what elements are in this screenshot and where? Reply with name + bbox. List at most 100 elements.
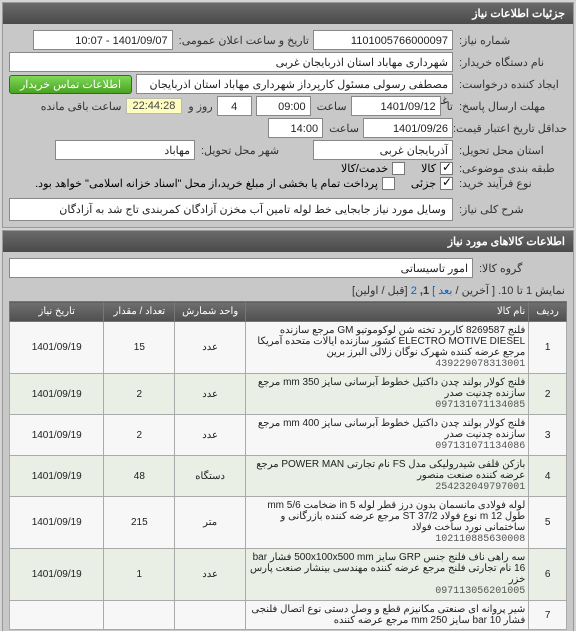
cell-unit: عدد: [175, 415, 246, 456]
city-label: شهر محل تحویل:: [199, 144, 309, 157]
reply-deadline-label: مهلت ارسال پاسخ:: [457, 100, 567, 113]
details-panel-header: جزئیات اطلاعات نیاز: [3, 3, 573, 24]
goods-checkbox-wrap[interactable]: کالا: [421, 162, 453, 175]
goods-checkbox[interactable]: [440, 162, 453, 175]
items-panel: اطلاعات کالاهای مورد نیاز گروه کالا: امو…: [2, 230, 574, 631]
cell-unit: عدد: [175, 549, 246, 601]
goods-checkbox-label: کالا: [421, 162, 436, 175]
cell-name: لوله فولادی مانسمان بدون درز قطر لوله in…: [246, 497, 529, 549]
table-row: 4بازکن قلفی شیدرولیکی مدل FS نام تجارتی …: [10, 456, 567, 497]
reply-time: 09:00: [256, 96, 311, 116]
islamic-note: پرداخت تمام یا بخشی از مبلغ خرید،از محل …: [35, 177, 378, 190]
partial-checkbox[interactable]: [440, 177, 453, 190]
contact-buyer-button[interactable]: اطلاعات تماس خریدار: [9, 75, 132, 94]
pager-prefix: نمایش 1 تا 10.: [498, 285, 565, 297]
cell-unit: دستگاه: [175, 456, 246, 497]
province-value: آذربایجان غربی: [313, 140, 453, 160]
cell-qty: 15: [104, 322, 175, 374]
cell-idx: 5: [529, 497, 567, 549]
cell-date: 1401/09/19: [10, 374, 104, 415]
pager: نمایش 1 تا 10. [ آخرین / بعد ] 1, 2 [قبل…: [9, 280, 567, 301]
cell-unit: عدد: [175, 322, 246, 374]
table-row: 2فلنج کولار بولند چدن داکتیل خطوط آبرسان…: [10, 374, 567, 415]
req-no-label: شماره نیاز:: [457, 34, 567, 47]
buy-type-label: نوع فرآیند خرید:: [457, 177, 567, 190]
pager-page2-link[interactable]: 2: [411, 285, 417, 297]
cell-date: 1401/09/19: [10, 549, 104, 601]
pager-next-link[interactable]: بعد ]: [432, 285, 452, 297]
req-no-value: 1101005766000097: [313, 30, 453, 50]
until-label: تا: [445, 100, 453, 113]
cell-date: 1401/09/19: [10, 322, 104, 374]
col-unit: واحد شمارش: [175, 302, 246, 322]
partial-checkbox-wrap[interactable]: جزئی: [411, 177, 453, 190]
city-value: مهاباد: [55, 140, 195, 160]
islamic-checkbox-wrap[interactable]: پرداخت تمام یا بخشی از مبلغ خرید،از محل …: [35, 177, 395, 190]
cell-idx: 4: [529, 456, 567, 497]
cell-name: شیر پروانه ای صنعتی مکانیزم قطع و وصل دس…: [246, 601, 529, 630]
day-and-label: روز و: [186, 100, 212, 113]
cell-name: بازکن قلفی شیدرولیکی مدل FS نام تجارتی P…: [246, 456, 529, 497]
cell-qty: 1: [104, 549, 175, 601]
reply-date: 1401/09/12: [351, 96, 441, 116]
cell-unit: عدد: [175, 374, 246, 415]
announce-value: 1401/09/07 - 10:07: [33, 30, 173, 50]
cell-idx: 3: [529, 415, 567, 456]
col-qty: تعداد / مقدار: [104, 302, 175, 322]
cell-unit: [175, 601, 246, 630]
time-label-2: ساعت: [327, 122, 359, 135]
goods-group-value: امور تاسیساتی: [9, 258, 473, 278]
cell-unit: متر: [175, 497, 246, 549]
cell-name: فلنج کولار بولند چدن داکتیل خطوط آبرسانی…: [246, 374, 529, 415]
table-row: 1فلنج 8269587 کاربرد تخته شن لوکوموتیو G…: [10, 322, 567, 374]
overall-desc-value: وسایل مورد نیاز جابجایی خط لوله تامین آب…: [9, 198, 453, 221]
price-valid-time: 14:00: [268, 118, 323, 138]
cell-idx: 6: [529, 549, 567, 601]
table-row: 7شیر پروانه ای صنعتی مکانیزم قطع و وصل د…: [10, 601, 567, 630]
cell-qty: 2: [104, 374, 175, 415]
pager-current: 1,: [420, 285, 429, 297]
col-idx: ردیف: [529, 302, 567, 322]
partial-checkbox-label: جزئی: [411, 177, 436, 190]
pager-firstprev: [قبل / اولین]: [352, 285, 408, 297]
cell-qty: 48: [104, 456, 175, 497]
cell-name: فلنج کولار بولند چدن داکتیل خطوط آبرسانی…: [246, 415, 529, 456]
service-checkbox-wrap[interactable]: خدمت/کالا: [341, 162, 405, 175]
items-grid: ردیف نام کالا واحد شمارش تعداد / مقدار ت…: [9, 301, 567, 630]
cell-idx: 1: [529, 322, 567, 374]
items-panel-body: گروه کالا: امور تاسیساتی نمایش 1 تا 10. …: [3, 252, 573, 631]
cell-qty: [104, 601, 175, 630]
service-checkbox[interactable]: [392, 162, 405, 175]
remaining-label: ساعت باقی مانده: [39, 100, 122, 113]
overall-desc-label: شرح کلی نیاز:: [457, 203, 567, 216]
cell-date: 1401/09/19: [10, 415, 104, 456]
col-date: تاریخ نیاز: [10, 302, 104, 322]
province-label: استان محل تحویل:: [457, 144, 567, 157]
table-row: 3فلنج کولار بولند چدن داکتیل خطوط آبرسان…: [10, 415, 567, 456]
announce-label: تاریخ و ساعت اعلان عمومی:: [177, 34, 309, 47]
buyer-org-label: نام دستگاه خریدار:: [457, 56, 567, 69]
pager-last: [ آخرین /: [455, 285, 495, 297]
days-left: 4: [217, 96, 252, 116]
col-name: نام کالا: [246, 302, 529, 322]
cell-date: [10, 601, 104, 630]
details-panel: جزئیات اطلاعات نیاز شماره نیاز: 11010057…: [2, 2, 574, 228]
goods-group-label: گروه کالا:: [477, 262, 567, 275]
cell-qty: 2: [104, 415, 175, 456]
cell-idx: 2: [529, 374, 567, 415]
cell-idx: 7: [529, 601, 567, 630]
table-row: 5لوله فولادی مانسمان بدون درز قطر لوله i…: [10, 497, 567, 549]
islamic-checkbox[interactable]: [382, 177, 395, 190]
cell-date: 1401/09/19: [10, 497, 104, 549]
cell-date: 1401/09/19: [10, 456, 104, 497]
creator-label: ایجاد کننده درخواست:: [457, 78, 567, 91]
countdown: 22:44:28: [126, 98, 183, 114]
cell-qty: 215: [104, 497, 175, 549]
table-row: 6سه راهی ناف فلنج جنس GRP سایز 500x100x5…: [10, 549, 567, 601]
price-valid-label: حداقل تاریخ اعتبار قیمت:: [457, 122, 567, 135]
creator-value: مصطفی رسولی مسئول کارپرداز شهرداری مهابا…: [136, 74, 453, 94]
subject-group-label: طبقه بندی موضوعی:: [457, 162, 567, 175]
service-checkbox-label: خدمت/کالا: [341, 162, 388, 175]
time-label-1: ساعت: [315, 100, 347, 113]
cell-name: فلنج 8269587 کاربرد تخته شن لوکوموتیو GM…: [246, 322, 529, 374]
